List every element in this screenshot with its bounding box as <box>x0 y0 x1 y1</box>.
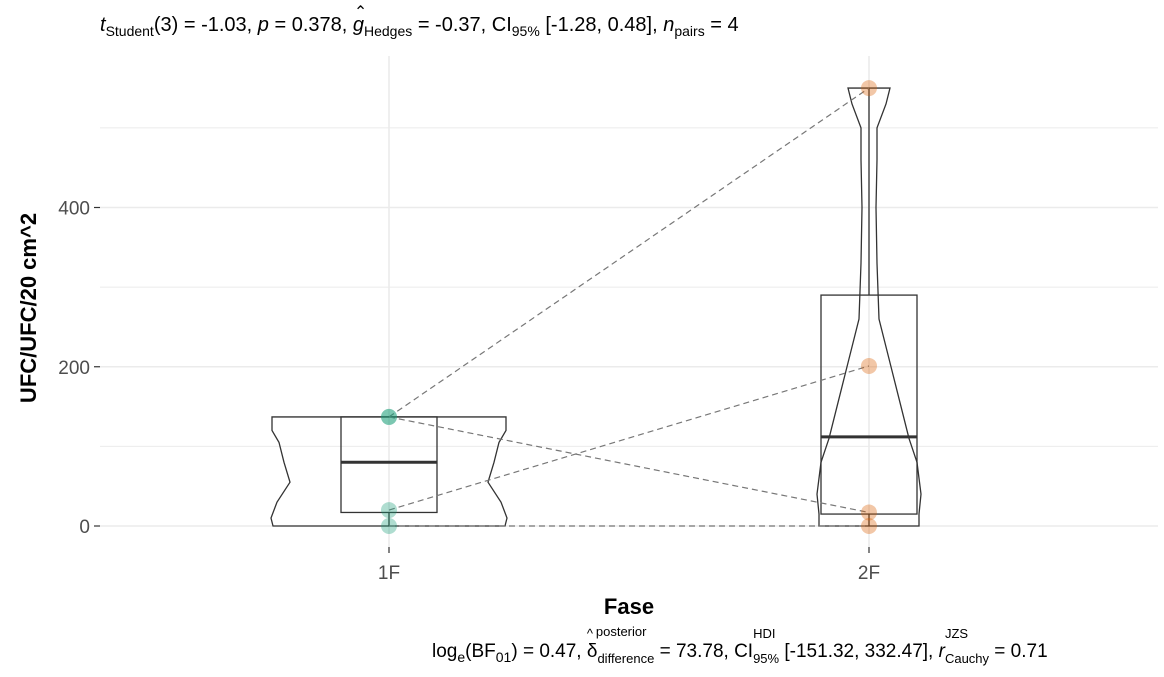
point-2F <box>861 80 877 97</box>
point-1F <box>381 518 397 534</box>
ci-stack: HDI 95% <box>753 626 780 666</box>
r-stack: r <box>939 641 945 663</box>
bf-value: ) = 0.47, <box>511 641 582 662</box>
point-1F <box>381 408 397 425</box>
g-symbol: g <box>352 14 364 36</box>
n-subscript: pairs <box>674 23 705 39</box>
delta-hat: ^ <box>586 626 593 641</box>
pair-connectors <box>388 87 870 527</box>
y-tick-label: 0 <box>79 517 90 538</box>
p-value: = 0.378, <box>268 14 348 36</box>
r-symbol: r <box>938 641 945 662</box>
r-scripts: JZS Cauchy <box>944 626 990 666</box>
x-tick-label: 2F <box>858 563 880 584</box>
ci-superscript: HDI <box>753 626 776 641</box>
delta-stack: ^ posterior δdifference <box>586 624 655 666</box>
g-hat-stack: ⌃ g <box>352 4 368 36</box>
g-subscript: Hedges <box>364 23 413 39</box>
pair-connector <box>388 365 870 511</box>
point-1F <box>381 502 397 519</box>
delta-value: = 73.78, CI <box>654 641 754 662</box>
r-value: = 0.71 <box>989 641 1048 662</box>
t-symbol: t <box>100 14 106 36</box>
t-subscript: Student <box>105 23 154 39</box>
point-2F <box>861 357 877 374</box>
ci-value-footer: [-151.32, 332.47], <box>779 641 934 662</box>
x-axis: 1F 2F <box>378 547 880 584</box>
chart-caption: loge(BF01) = 0.47, ^ posterior δdifference… <box>432 624 1048 666</box>
data-points <box>381 80 877 534</box>
bf-text: (BF <box>465 641 496 662</box>
boxplots <box>340 88 918 526</box>
pair-connector <box>388 87 870 418</box>
n-value: = 4 <box>704 14 739 36</box>
bf-subscript: 01 <box>495 649 512 665</box>
violins <box>270 87 922 527</box>
grid-lines <box>100 56 1158 547</box>
violin-2F <box>816 87 922 527</box>
point-2F <box>861 504 877 521</box>
p-symbol: p <box>257 14 269 36</box>
delta-subscript: difference <box>597 651 655 666</box>
t-value: (3) = -1.03, <box>153 14 253 36</box>
ci-value: [-1.28, 0.48], <box>539 14 658 36</box>
chart-subtitle: tStudent(3) = -1.03, p = 0.378, ⌃ gHedges… <box>100 4 739 39</box>
y-axis: 0 200 400 <box>58 199 100 538</box>
point-2F <box>861 518 877 534</box>
x-axis-title: Fase <box>604 594 654 619</box>
point-1F <box>381 408 397 425</box>
ci-subscript-footer: 95% <box>753 651 780 666</box>
y-axis-title: UFC/UFC/20 cm^2 <box>16 213 41 403</box>
delta-superscript: posterior <box>595 624 647 639</box>
y-tick-label: 400 <box>58 199 90 220</box>
log-subscript: e <box>457 649 466 665</box>
r-subscript: Cauchy <box>944 651 990 666</box>
g-value: = -0.37, CI <box>412 14 512 36</box>
y-tick-label: 200 <box>58 358 90 379</box>
violin-1F <box>270 416 508 527</box>
n-symbol: n <box>663 14 675 36</box>
ci-subscript: 95% <box>511 23 540 39</box>
log-text: log <box>432 641 458 662</box>
r-superscript: JZS <box>944 626 969 641</box>
x-tick-label: 1F <box>378 563 400 584</box>
pair-connector <box>388 416 870 514</box>
